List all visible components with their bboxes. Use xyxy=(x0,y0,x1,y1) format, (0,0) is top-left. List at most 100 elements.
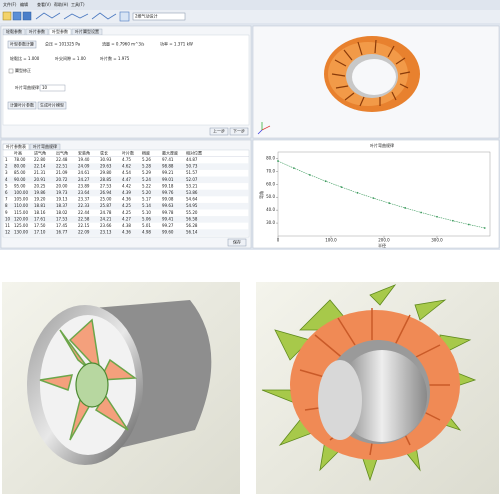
button[interactable] xyxy=(7,40,37,49)
cell: 25.00 xyxy=(100,197,112,202)
cell: 85.00 xyxy=(14,170,26,175)
point xyxy=(308,173,311,176)
cell: 19.40 xyxy=(78,157,90,162)
cell: 120.00 xyxy=(14,216,28,221)
button-text: 保存 xyxy=(233,239,241,245)
cell: 19.13 xyxy=(56,197,68,202)
menu-item[interactable]: 查看(V) xyxy=(37,1,51,7)
cell: 12 xyxy=(5,230,11,235)
x-tick-label: 200.0 xyxy=(378,238,390,243)
cell: 4.39 xyxy=(122,190,131,195)
cell: 99.27 xyxy=(162,223,174,228)
render-rotor xyxy=(256,282,499,494)
point xyxy=(436,215,438,218)
toolbar-icons xyxy=(2,11,130,22)
toolbar xyxy=(0,10,500,23)
chart-panel xyxy=(252,139,500,249)
cell: 53.86 xyxy=(186,190,198,195)
cell: 5.20 xyxy=(142,190,151,195)
cell: 19.86 xyxy=(34,190,46,195)
x-tick-label: 100.0 xyxy=(325,238,337,243)
menu-item[interactable]: 工具(T) xyxy=(71,1,85,7)
column-header: 最大厚度 xyxy=(162,150,178,156)
cell: 10 xyxy=(5,216,11,221)
cell: 99.01 xyxy=(162,177,174,182)
cell: 99.78 xyxy=(162,210,174,215)
point xyxy=(420,211,422,214)
cell: 5.28 xyxy=(142,164,151,169)
button[interactable] xyxy=(229,127,249,136)
tab-label: 叶片弯曲规律 xyxy=(33,143,57,149)
cell: 5.26 xyxy=(142,157,151,162)
cell: 98.88 xyxy=(162,164,174,169)
cell: 4.42 xyxy=(122,183,131,188)
icon[interactable] xyxy=(12,11,22,21)
tab-label: 叶片参数表 xyxy=(6,143,26,149)
input-value: 10 xyxy=(42,85,48,90)
cell: 56.28 xyxy=(186,223,198,228)
cell: 4.36 xyxy=(122,197,131,202)
x-tick-label: 0 xyxy=(277,238,280,243)
cell: 80.00 xyxy=(14,164,26,169)
cell: 6 xyxy=(5,190,8,195)
cell: 17.45 xyxy=(56,223,68,228)
rotor-model xyxy=(324,36,420,112)
cell: 130.00 xyxy=(14,230,28,235)
cell: 30.93 xyxy=(100,157,112,162)
cell: 5.22 xyxy=(142,183,151,188)
param: 叶片数 = 1.975 xyxy=(100,55,130,61)
series-line xyxy=(277,160,485,229)
cell: 99.08 xyxy=(162,197,174,202)
point xyxy=(372,197,375,200)
y-tick-label: 40.0 xyxy=(266,207,275,212)
button[interactable] xyxy=(227,238,247,247)
select[interactable] xyxy=(132,12,186,21)
x-tick-label: 300.0 xyxy=(431,238,443,243)
menu-item[interactable]: 文件(F) xyxy=(3,1,17,7)
column-header: 安装角 xyxy=(78,150,90,156)
param: 流量 = 0.7960 m^3/s xyxy=(102,41,144,47)
cell: 99.41 xyxy=(162,216,174,221)
button[interactable] xyxy=(209,127,229,136)
button-text: 生成叶片模型 xyxy=(40,102,64,108)
cell: 1 xyxy=(5,157,8,162)
point xyxy=(404,207,407,209)
y-tick-label: 50.0 xyxy=(266,194,275,199)
column-header: 出气角 xyxy=(56,150,68,156)
cell: 29.80 xyxy=(100,170,112,175)
cell: 5.29 xyxy=(142,170,151,175)
cell: 99.63 xyxy=(162,203,174,208)
y-tick-label: 80.0 xyxy=(266,155,275,160)
tab-body xyxy=(2,34,250,126)
button[interactable] xyxy=(37,101,67,110)
cell: 19.20 xyxy=(34,197,46,202)
cell: 22.33 xyxy=(78,203,90,208)
icon[interactable] xyxy=(2,11,12,21)
cell: 51.57 xyxy=(186,170,198,175)
menu-item[interactable]: 编辑 xyxy=(20,1,28,7)
cell: 4.27 xyxy=(122,216,131,221)
column-header: 进气角 xyxy=(34,150,46,156)
icon[interactable] xyxy=(22,11,32,21)
tab-label: 叶片翼型设置 xyxy=(75,28,99,34)
menu-item[interactable]: 帮助(H) xyxy=(54,1,69,7)
cell: 5 xyxy=(5,183,8,188)
button[interactable] xyxy=(7,101,37,110)
cell: 99.21 xyxy=(162,170,174,175)
row-band xyxy=(3,229,249,236)
column-header: 稠度 xyxy=(142,150,150,156)
cell: 17.10 xyxy=(34,230,46,235)
icon[interactable] xyxy=(119,11,130,22)
cell: 44.87 xyxy=(186,157,198,162)
cell: 90.00 xyxy=(14,177,26,182)
cell: 24.09 xyxy=(78,164,90,169)
cell: 78.00 xyxy=(14,157,26,162)
input[interactable] xyxy=(39,84,66,92)
column-header: 相对位置 xyxy=(186,150,202,156)
checkbox[interactable] xyxy=(8,68,14,74)
tab-label: 叶型参数 xyxy=(52,28,68,34)
row-band xyxy=(3,163,249,170)
icon[interactable] xyxy=(35,12,117,20)
cell: 27.53 xyxy=(100,183,112,188)
